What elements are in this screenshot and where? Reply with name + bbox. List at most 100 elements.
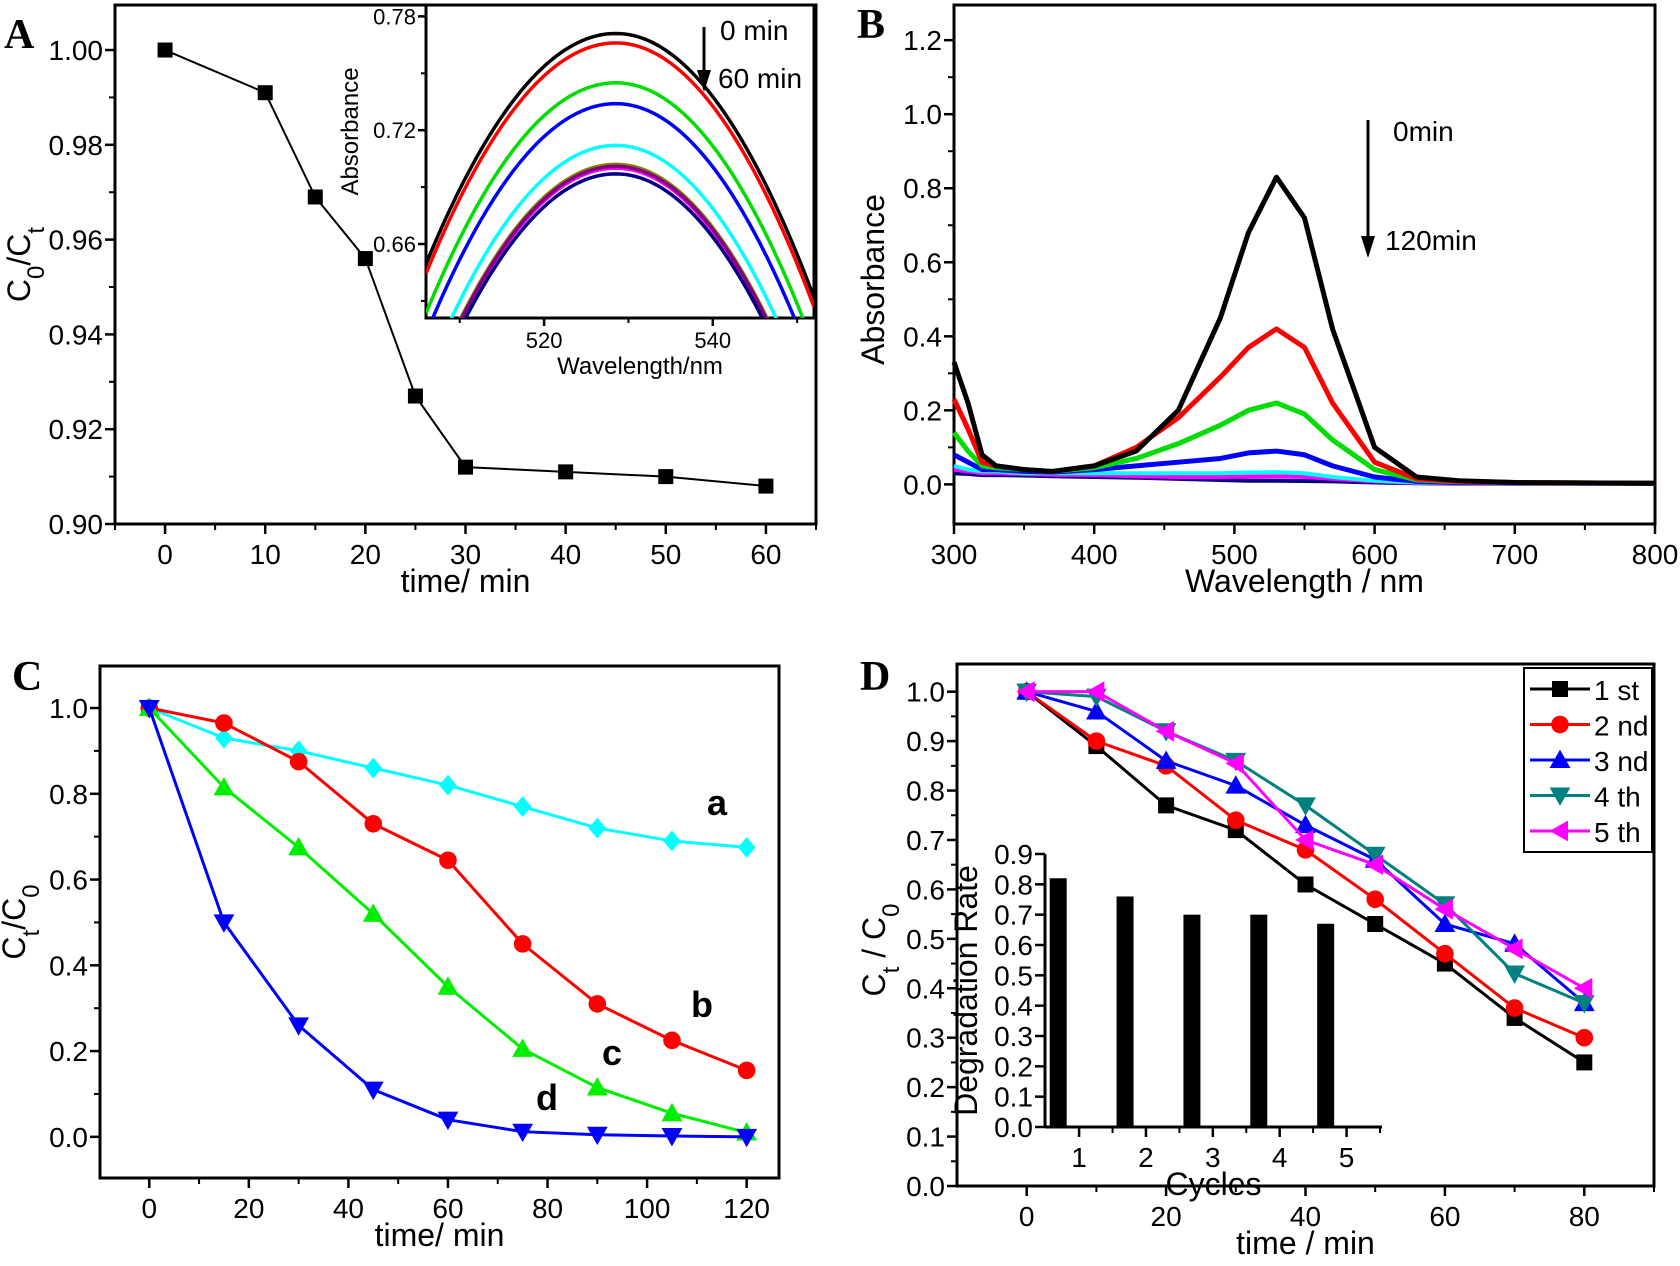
panel-label-c: C xyxy=(12,654,42,700)
y-tick-label: 0.1 xyxy=(906,1122,945,1153)
panel-c: 0 20 40 60 80 100 120 0.0 0.2 0.4 0.6 0.8 1.0 time/ m… xyxy=(0,664,781,1253)
data-point-square xyxy=(1576,1054,1593,1071)
curve-label-a: a xyxy=(707,782,728,823)
bar-cycle-2 xyxy=(1116,896,1134,1127)
data-point-tri-down xyxy=(661,1127,683,1147)
y-axis-title-part: 0 xyxy=(23,266,50,279)
data-point-square xyxy=(1552,681,1568,697)
y-tick-label: 0.8 xyxy=(906,776,945,807)
data-point-diamond xyxy=(364,757,383,779)
data-point-square xyxy=(257,85,273,101)
y-tick-label: 0.96 xyxy=(49,225,104,256)
y-tick-label: 0.9 xyxy=(906,726,945,757)
panel-b: 300 400 500 600 700 800 0.0 0.2 0.4 0.6 0.8 1.0 1.2 W… xyxy=(855,3,1678,599)
x-tick-label: 30 xyxy=(450,539,481,570)
data-point-circle xyxy=(663,1031,681,1050)
x-tick-label: 600 xyxy=(1351,539,1398,570)
spectrum-curve-8 xyxy=(459,164,769,318)
data-point-tri-up xyxy=(213,776,235,796)
data-point-square xyxy=(458,459,473,475)
data-point-circle xyxy=(1087,732,1106,750)
y-tick-label: 1.2 xyxy=(903,25,942,56)
inset-a-curves xyxy=(426,31,814,318)
data-point-tri-up xyxy=(1225,775,1247,794)
data-point-tri-up xyxy=(586,1077,608,1096)
data-point-circle xyxy=(1227,811,1245,830)
y-tick-label: 0.7 xyxy=(994,900,1033,931)
data-point-square xyxy=(1158,797,1175,814)
annotation-end: 60 min xyxy=(718,63,802,94)
y-tick-label: 0.94 xyxy=(49,319,104,350)
y-tick-label: 0.72 xyxy=(373,118,416,143)
data-point-tri-up xyxy=(1549,749,1571,768)
y-tick-label: 0.3 xyxy=(906,1023,945,1054)
y-axis-title-part: C xyxy=(1,279,37,302)
spectrum-curve-9 xyxy=(463,172,765,318)
y-tick-label: 1.0 xyxy=(49,693,88,724)
x-tick-label: 520 xyxy=(526,328,563,353)
y-axis-title-part: 0 xyxy=(878,904,905,917)
x-tick-label: 40 xyxy=(333,1193,364,1224)
y-tick-label: 0.2 xyxy=(903,395,942,426)
x-axis-title: Wavelength/nm xyxy=(557,353,723,380)
y-axis-title-part: t xyxy=(878,966,905,973)
data-point-square xyxy=(407,388,423,404)
data-point-square xyxy=(1367,916,1384,933)
data-point-diamond xyxy=(737,836,756,858)
legend-label: 2 nd xyxy=(1594,711,1649,742)
data-point-tri-down xyxy=(1364,846,1386,866)
data-point-tri-left xyxy=(1364,854,1384,876)
annotation-start: 0min xyxy=(1393,116,1454,147)
spectrum-curve-1 xyxy=(426,41,814,308)
x-tick-label: 0 xyxy=(141,1193,157,1224)
legend-label: 1 st xyxy=(1594,675,1639,706)
y-tick-label: 0.2 xyxy=(906,1072,945,1103)
x-tick-label: 80 xyxy=(1569,1201,1600,1232)
data-point-tri-left xyxy=(1016,681,1035,703)
data-point-diamond xyxy=(439,774,457,796)
y-tick-label: 0.0 xyxy=(49,1122,88,1153)
data-point-tri-down xyxy=(1549,787,1571,806)
legend-label: 4 th xyxy=(1594,782,1641,813)
y-tick-label: 0.0 xyxy=(903,469,942,500)
y-axis-title: Ct/C0 xyxy=(0,884,45,959)
spectrum-curve-6 xyxy=(951,174,1656,486)
y-tick-label: 0.6 xyxy=(906,874,945,905)
y-tick-label: 1.00 xyxy=(49,35,104,66)
spectrum-curve-2 xyxy=(426,81,805,318)
data-point-tri-down xyxy=(138,700,160,719)
y-tick-label: 0.2 xyxy=(994,1051,1033,1082)
y-tick-label: 0.0 xyxy=(994,1112,1033,1143)
panel-label-d: D xyxy=(860,654,890,700)
data-point-tri-up xyxy=(1295,814,1316,834)
y-tick-label: 0.8 xyxy=(994,869,1033,900)
data-point-circle xyxy=(439,851,457,870)
data-point-square xyxy=(357,251,373,267)
data-point-tri-up xyxy=(362,903,384,922)
y-tick-label: 0.1 xyxy=(994,1082,1033,1113)
data-point-square xyxy=(1297,876,1314,893)
y-tick-label: 0.90 xyxy=(49,509,104,540)
data-point-tri-down xyxy=(362,1081,384,1101)
x-tick-label: 100 xyxy=(624,1193,671,1224)
y-axis-title: Ct / C0 xyxy=(856,904,905,997)
data-point-tri-left xyxy=(1295,829,1314,851)
x-axis-title-part: Wavelength / nm xyxy=(1185,563,1424,599)
x-tick-label: 5 xyxy=(1339,1142,1355,1173)
x-axis-title-part: Wavelength/nm xyxy=(557,353,723,380)
data-point-circle xyxy=(588,995,607,1013)
bar-cycle-3 xyxy=(1183,914,1201,1127)
data-point-circle xyxy=(289,752,308,771)
y-axis-title-part: Degradation Rate xyxy=(948,865,984,1116)
data-point-tri-up xyxy=(661,1102,683,1122)
y-tick-label: 0.4 xyxy=(49,950,88,981)
x-tick-label: 80 xyxy=(532,1193,563,1224)
time-arrow-head xyxy=(1361,236,1375,258)
data-point-tri-left xyxy=(1225,752,1244,774)
x-axis-title: Wavelength / nm xyxy=(1185,563,1424,599)
y-tick-label: 0.9 xyxy=(994,839,1033,870)
y-axis-title-part: /C xyxy=(1,234,37,266)
legend-label: 3 nd xyxy=(1594,746,1649,777)
annotation-end: 120min xyxy=(1385,225,1477,256)
